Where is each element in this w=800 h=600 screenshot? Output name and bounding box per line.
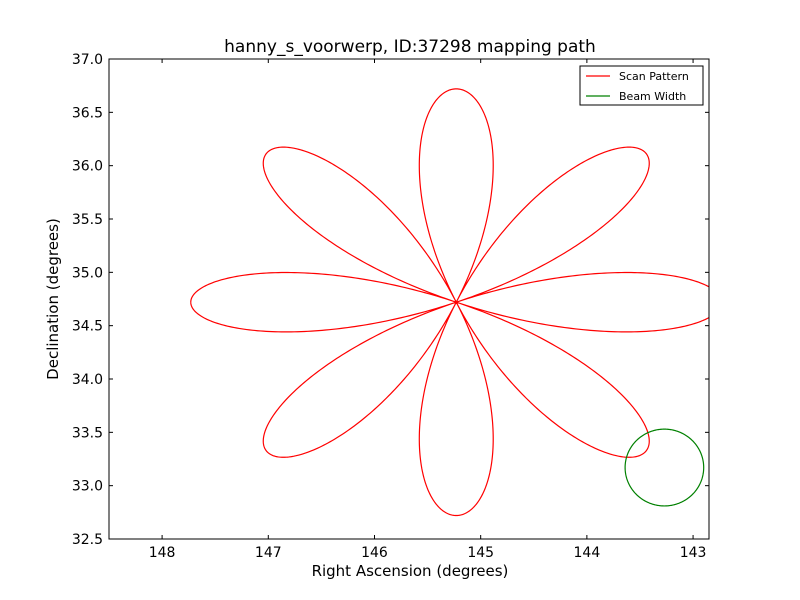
- legend-label-beam-width: Beam Width: [619, 90, 686, 103]
- y-tick-label: 36.0: [72, 159, 103, 175]
- x-tick-label: 144: [574, 545, 601, 561]
- x-tick-label: 145: [467, 545, 494, 561]
- y-tick-label: 35.5: [72, 212, 103, 228]
- x-tick-label: 147: [255, 545, 282, 561]
- series-line-scan-pattern: [190, 88, 709, 517]
- plot-area: [109, 59, 709, 539]
- legend-label-scan-pattern: Scan Pattern: [619, 70, 689, 83]
- y-tick-label: 32.5: [72, 532, 103, 548]
- legend-box: [579, 65, 704, 106]
- y-tick-label: 35.0: [72, 265, 103, 281]
- y-tick-label: 34.0: [72, 372, 103, 388]
- x-tick-label: 148: [149, 545, 176, 561]
- x-axis-label: Right Ascension (degrees): [312, 562, 509, 580]
- y-tick-label: 33.5: [72, 425, 103, 441]
- chart-title: hanny_s_voorwerp, ID:37298 mapping path: [224, 37, 596, 57]
- axis-ticks: 148 147 146 145 144 143 32.5 33.0 33.5 34.0 34.5 35…: [72, 52, 709, 561]
- y-tick-label: 34.5: [72, 319, 103, 335]
- series-group: [190, 88, 709, 517]
- series-line-beam-width: [624, 428, 705, 507]
- y-axis-label: Declination (degrees): [44, 218, 62, 380]
- y-tick-label: 36.5: [72, 105, 103, 121]
- y-tick-label: 33.0: [72, 479, 103, 495]
- plot-frame: [108, 58, 710, 540]
- x-tick-label: 146: [361, 545, 388, 561]
- y-tick-label: 37.0: [72, 52, 103, 68]
- legend: Scan Pattern Beam Width: [579, 65, 704, 106]
- x-tick-label: 143: [680, 545, 707, 561]
